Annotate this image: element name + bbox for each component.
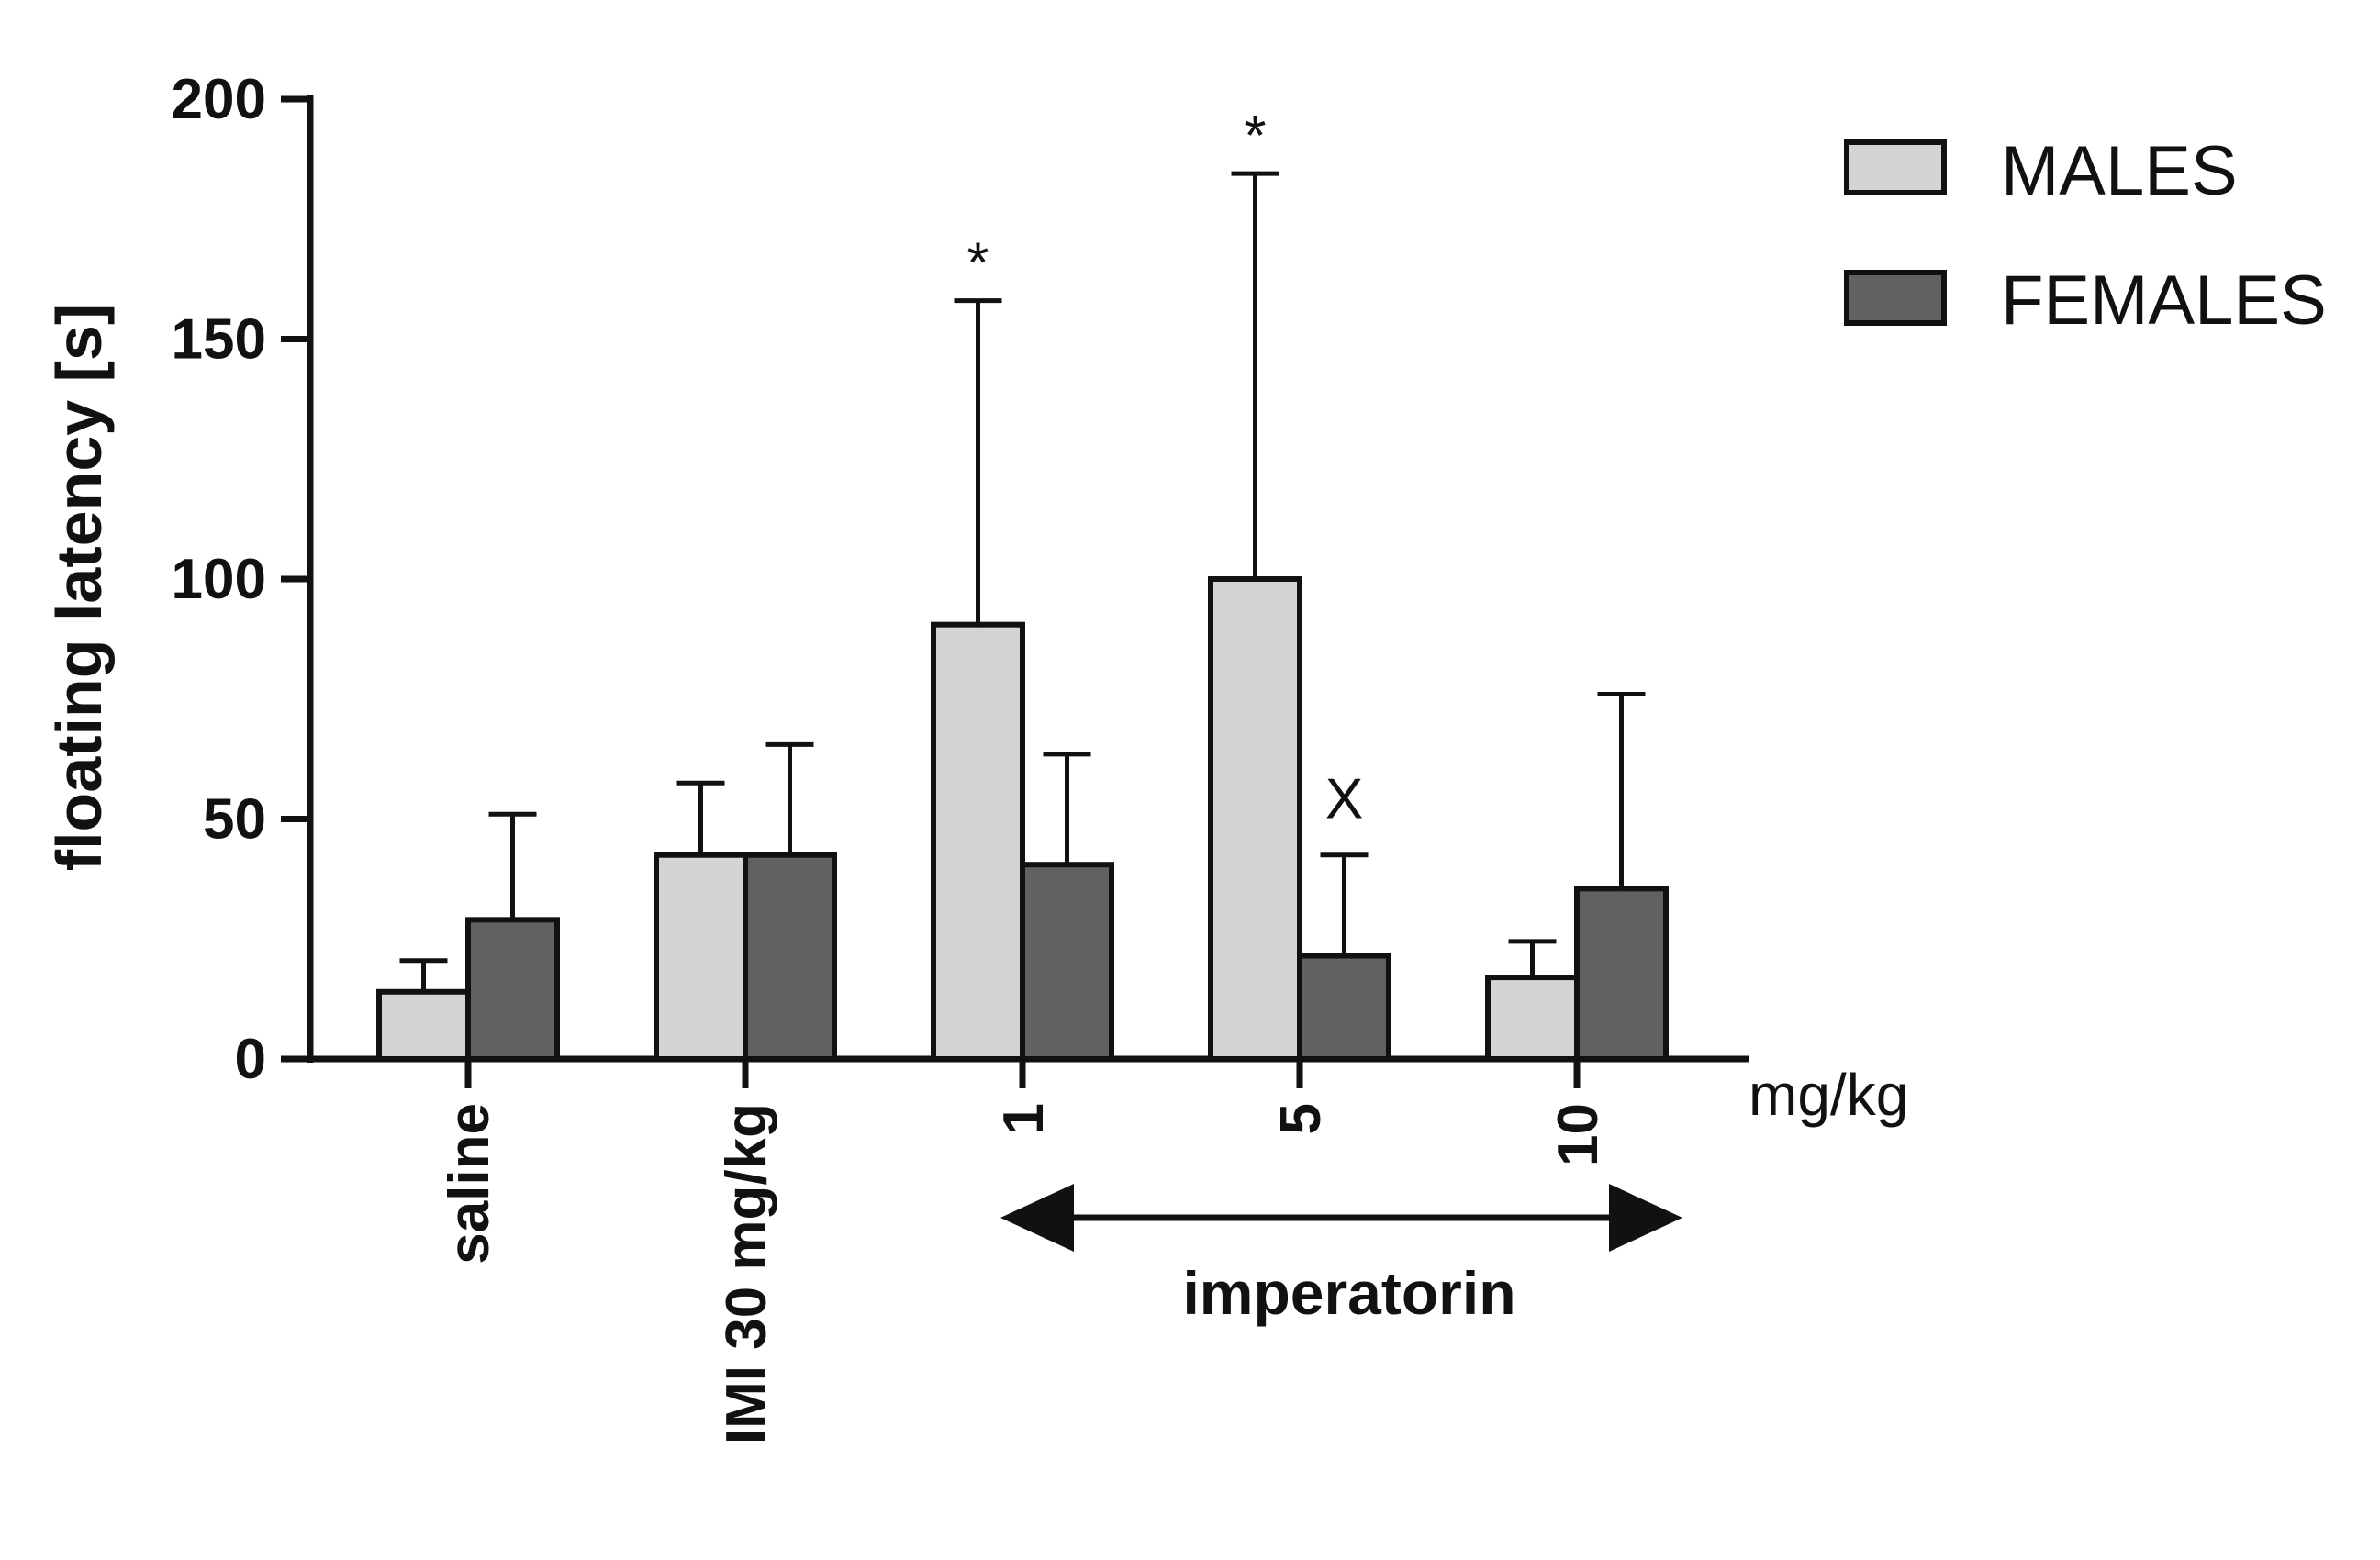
significance-marker: * (1244, 105, 1266, 168)
x-tick-label: 5 (1269, 1103, 1333, 1134)
x-tick-label: 10 (1547, 1103, 1610, 1166)
bar-females (1574, 886, 1669, 1063)
legend-label-females: FEMALES (2001, 262, 2327, 340)
right-arrow-icon (1609, 1184, 1682, 1252)
y-tick-label: 50 (203, 788, 266, 852)
bar-females (743, 852, 837, 1062)
y-tick-label: 0 (235, 1028, 266, 1091)
legend-label-males: MALES (2001, 132, 2238, 210)
x-tick-label: IMI 30 mg/kg (715, 1103, 778, 1444)
error-bars-layer: * * X (399, 105, 1646, 992)
left-arrow-icon (1000, 1184, 1074, 1252)
bar-males (1208, 576, 1302, 1062)
bar-males (654, 852, 748, 1062)
bars-layer (376, 576, 1669, 1063)
bar-females (1020, 862, 1114, 1062)
significance-marker: X (1325, 768, 1363, 831)
bar-females (465, 917, 560, 1063)
axes-layer: 0 50 100 150 200 saline IMI 30 mg/kg 1 5 10 (172, 68, 1749, 1444)
imperatorin-bracket: imperatorin (1000, 1184, 1682, 1327)
legend-item-males: MALES (1844, 132, 2238, 210)
legend-swatch-females (1844, 270, 1947, 326)
bar-males (376, 988, 471, 1063)
bar-males (931, 621, 1025, 1062)
x-unit-label: mg/kg (1749, 1062, 1908, 1128)
legend: MALES FEMALES (1844, 132, 2327, 340)
bar-males (1485, 975, 1580, 1062)
bar-females (1297, 953, 1391, 1063)
y-tick-label: 150 (172, 308, 266, 372)
legend-item-females: FEMALES (1844, 262, 2327, 340)
legend-swatch-males (1844, 139, 1947, 195)
significance-marker: * (967, 232, 989, 295)
y-tick-label: 200 (172, 68, 266, 131)
y-axis-title: floating latency [s] (43, 304, 115, 871)
y-tick-label: 100 (172, 548, 266, 611)
x-tick-label: 1 (992, 1103, 1056, 1134)
x-tick-label: saline (438, 1103, 501, 1265)
group-label: imperatorin (1182, 1259, 1515, 1327)
